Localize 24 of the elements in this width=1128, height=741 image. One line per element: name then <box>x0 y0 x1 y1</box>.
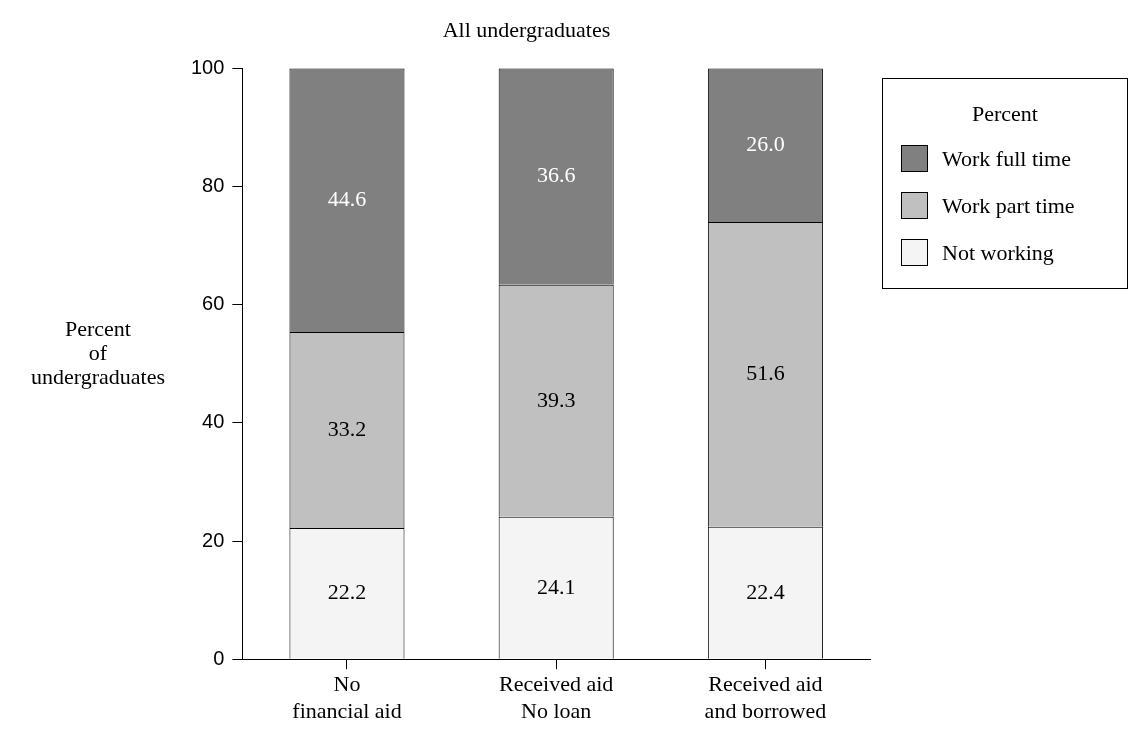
y-tick-label: 20 <box>202 528 225 551</box>
data-label: 22.4 <box>746 578 785 604</box>
data-label: 39.3 <box>536 386 576 412</box>
x-tick-label: Received aid No loan <box>499 671 614 723</box>
x-tick-label: No financial aid <box>292 671 402 723</box>
legend-label: Work full time <box>942 145 1071 172</box>
legend-label: Work part time <box>942 192 1075 219</box>
x-tick-label: Received aid and borrowed <box>704 671 827 723</box>
data-label: 33.2 <box>327 415 367 441</box>
text: Not working <box>942 239 1054 266</box>
data-label: 44.6 <box>327 185 367 211</box>
chart-title: All undergraduates <box>442 16 611 42</box>
y-tick-label: 40 <box>202 410 225 433</box>
legend-title: Percent <box>971 101 1039 127</box>
y-tick-label: 80 <box>202 174 225 197</box>
data-label: 22.2 <box>327 579 367 605</box>
data-label: 36.6 <box>536 162 576 188</box>
y-axis-title: Percent of undergraduates <box>31 315 165 389</box>
y-tick-label: 60 <box>202 292 225 315</box>
y-tick-label: 100 <box>190 55 225 78</box>
data-label: 26.0 <box>746 130 785 156</box>
data-label: 51.6 <box>746 360 785 386</box>
y-tick-label: 0 <box>213 646 225 669</box>
data-label: 24.1 <box>536 573 576 599</box>
